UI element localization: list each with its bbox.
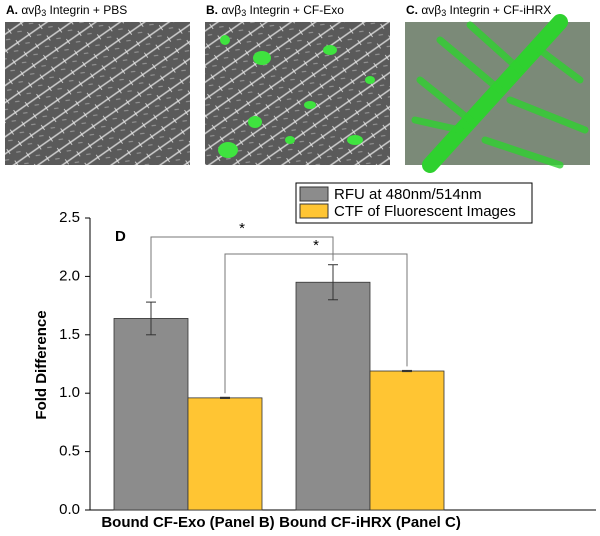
bar — [295, 281, 371, 511]
significance-star: * — [239, 220, 245, 237]
legend-label: CTF of Fluorescent Images — [334, 203, 516, 220]
legend-box — [295, 182, 533, 224]
title-text: Integrin + CF-iHRX — [446, 3, 551, 17]
bar-chart: D Fold Difference — [33, 228, 126, 420]
bar — [113, 318, 189, 511]
panel-title: B. αvβ3 Integrin + CF-Exo — [206, 3, 344, 18]
y-tick-label: 0.0 — [59, 501, 80, 518]
y-axis-title: Fold Difference — [33, 310, 50, 419]
title-text: Integrin + PBS — [46, 3, 127, 17]
y-tick-label: 2.0 — [59, 267, 80, 284]
panel-a: A. αvβ3 Integrin + PBS — [5, 3, 190, 165]
error-bar — [402, 369, 412, 373]
title-text: αvβ — [21, 3, 41, 17]
micrograph — [5, 22, 190, 165]
panel-letter: A. — [6, 3, 18, 17]
panel-b: B. αvβ3 Integrin + CF-Exo — [205, 3, 390, 165]
error-bar — [146, 301, 156, 336]
legend-swatch — [299, 203, 329, 219]
legend-label: RFU at 480nm/514nm — [334, 186, 482, 203]
significance-star: * — [313, 237, 319, 254]
panel-title: A. αvβ3 Integrin + PBS — [6, 3, 127, 18]
significance-bracket — [224, 253, 408, 394]
y-tick-label: 0.5 — [59, 443, 80, 460]
y-tick-label: 1.0 — [59, 384, 80, 401]
bar — [369, 370, 445, 511]
title-text: αvβ — [421, 3, 441, 17]
panel-letter: B. — [206, 3, 218, 17]
legend-swatch — [299, 186, 329, 202]
title-sub: 3 — [441, 8, 446, 18]
error-bar — [328, 264, 338, 301]
title-sub: 3 — [241, 8, 246, 18]
panel-letter: D — [115, 228, 126, 245]
title-sub: 3 — [41, 8, 46, 18]
panel-c: C. αvβ3 Integrin + CF-iHRX — [405, 3, 590, 173]
error-bar — [220, 396, 230, 399]
significance-bracket — [150, 236, 334, 299]
x-tick-label: Bound CF-iHRX (Panel C) — [279, 514, 461, 531]
title-text: Integrin + CF-Exo — [246, 3, 344, 17]
y-tick-label: 2.5 — [59, 209, 80, 226]
panel-letter: C. — [406, 3, 418, 17]
fluorescence — [218, 35, 375, 158]
bar — [187, 397, 263, 511]
fluorescence — [411, 14, 589, 173]
panel-title: C. αvβ3 Integrin + CF-iHRX — [406, 3, 551, 18]
title-text: αvβ — [221, 3, 241, 17]
x-tick-label: Bound CF-Exo (Panel B) — [101, 514, 274, 531]
y-tick-label: 1.5 — [59, 326, 80, 343]
